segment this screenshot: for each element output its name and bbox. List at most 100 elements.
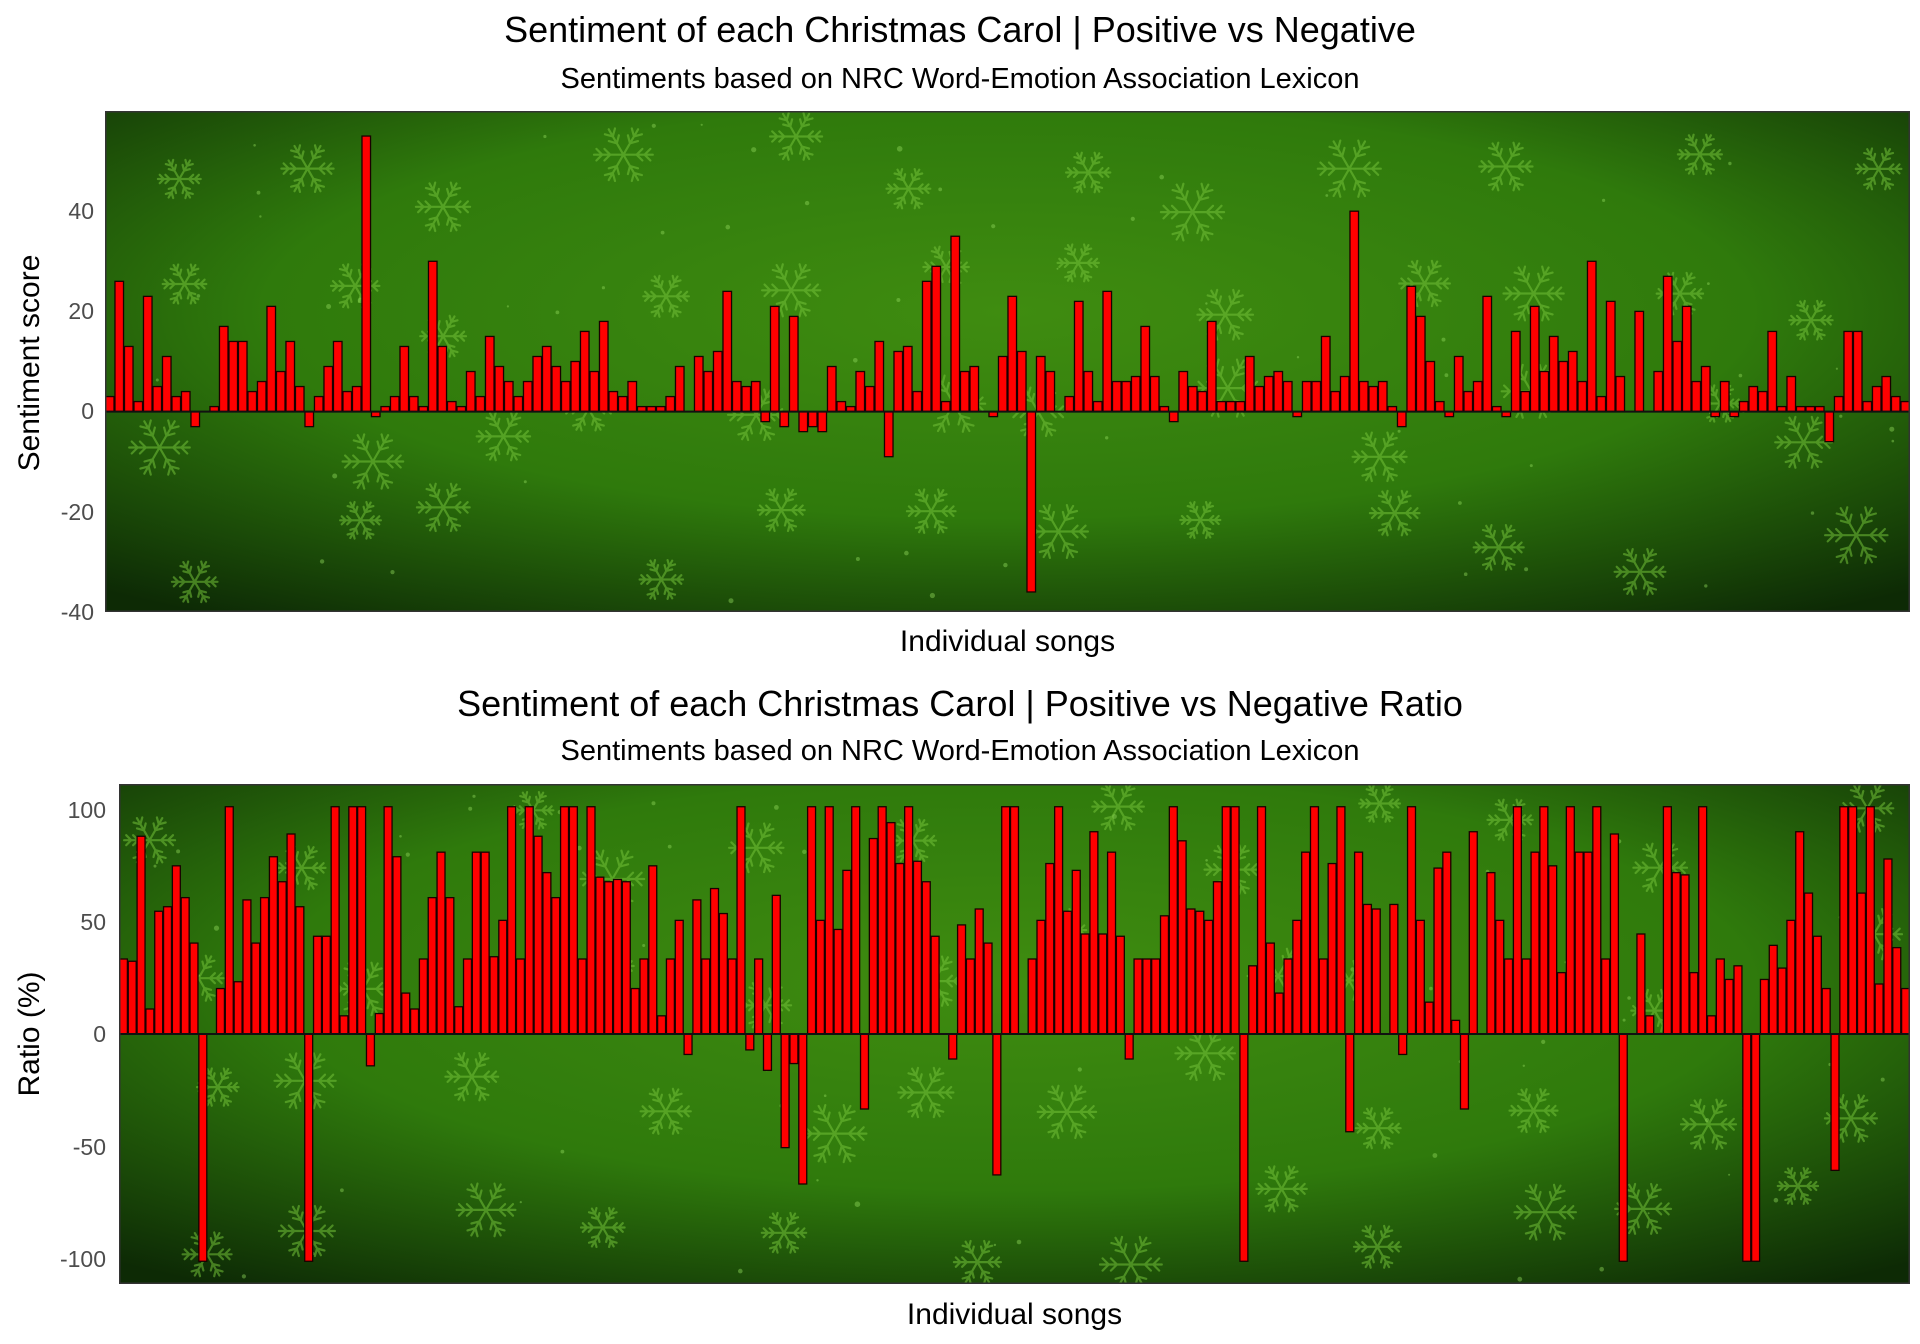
bar [1318,958,1328,1035]
bar [256,380,267,413]
bar [1424,1001,1434,1035]
bar [1451,1019,1461,1035]
bar [1311,380,1322,413]
bar [1159,915,1170,1035]
bar [1415,315,1426,413]
bar [1539,370,1550,413]
bar [595,876,605,1035]
bar [1274,992,1284,1035]
sparkle-dot [1432,1153,1438,1158]
sparkle-dot [1839,414,1843,418]
sparkle-dot [1105,436,1109,440]
bar [1852,330,1863,413]
bar [692,899,702,1035]
sparkle-dot [725,224,731,230]
bar [1748,385,1759,413]
bar [731,380,742,413]
bar [228,340,239,413]
sparkle-dot [1705,1118,1710,1123]
bar [1592,806,1602,1035]
bar [218,325,229,413]
sparkle-dot [319,559,325,564]
bar [480,851,490,1035]
y-tick-label: 20 [68,298,94,324]
bar [1472,380,1483,413]
bar [683,1033,693,1056]
bar [506,806,517,1035]
bar [1724,978,1734,1035]
bar [1874,983,1884,1035]
bar [1833,395,1844,413]
sparkle-dot [468,806,473,811]
bar [1336,806,1346,1035]
bar [1203,919,1214,1035]
bar [294,385,305,413]
bar [598,320,609,413]
sparkle-dot [1891,439,1895,443]
sparkle-dot [1458,501,1462,505]
bar [807,410,818,428]
bar [1750,1033,1761,1262]
bar [1768,944,1778,1035]
bar [1586,260,1597,413]
bar [1415,919,1425,1035]
bar [1892,946,1902,1035]
bar [1672,340,1683,413]
sparkle-dot [332,473,338,479]
snowflake-icon [760,1211,808,1254]
bar [542,871,552,1035]
bar [1609,833,1620,1035]
snowflake-icon [952,1239,1003,1284]
snowflake-icon [1358,784,1402,823]
snowflake-icon [1508,1088,1559,1134]
bar [1206,320,1217,413]
bar [541,345,552,413]
bar [912,860,923,1035]
bar [515,958,526,1035]
sparkle-dot [506,305,509,308]
sparkle-dot [1205,302,1208,305]
bar [904,806,914,1035]
sparkle-dot [642,944,646,947]
sparkle-dot [1889,426,1895,432]
bar [392,856,402,1035]
snowflake-icon [1036,1084,1098,1140]
bar [1715,958,1725,1035]
sparkle-dot [855,557,860,561]
sparkle-dot [854,1201,861,1207]
bar [1512,806,1523,1035]
sparkle-dot [804,200,810,206]
bar [940,400,951,413]
sparkle-dot [1704,584,1708,588]
bar [119,958,129,1035]
bar [586,806,596,1035]
bar [617,395,628,413]
sparkle-dot [1622,1018,1626,1022]
bar [342,390,353,413]
snowflake-icon [475,411,532,462]
bar [1434,400,1445,413]
bar [709,887,720,1035]
bar [630,987,640,1035]
sparkle-dot [213,925,220,931]
bar [1389,903,1399,1035]
bar [997,355,1008,413]
snowflake-icon [1065,151,1112,194]
bar [399,345,410,413]
bar [883,410,894,458]
bar [551,365,562,413]
sparkle-dot [405,852,410,857]
bar [1574,851,1584,1035]
bar [123,345,134,413]
bar [1339,375,1350,413]
bar [1083,370,1094,413]
bar [568,806,578,1035]
sparkle-dot [651,123,656,128]
bar [171,865,181,1035]
bar [268,856,279,1035]
bar [703,370,714,413]
x-axis-label: Individual songs [899,625,1116,658]
bar [1282,380,1293,413]
bar [1053,806,1064,1035]
bar [1634,310,1645,413]
